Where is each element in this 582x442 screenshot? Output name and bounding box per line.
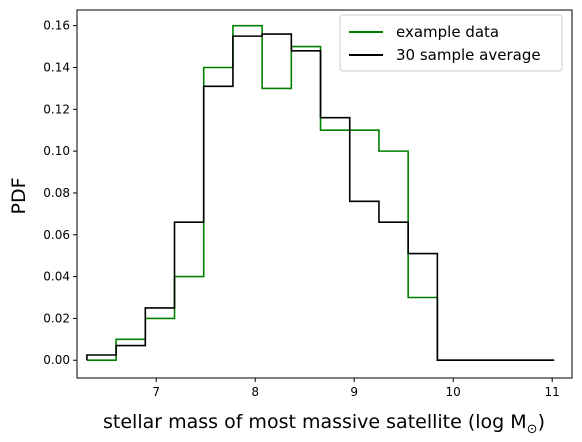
y-tick-label: 0.08 — [43, 186, 70, 200]
y-tick-label: 0.14 — [43, 61, 70, 75]
legend-label-30-sample-average: 30 sample average — [396, 46, 541, 64]
legend-label-example-data: example data — [396, 23, 499, 41]
y-tick-label: 0.00 — [43, 353, 70, 367]
x-tick-label: 8 — [251, 385, 259, 399]
x-tick-label: 10 — [446, 385, 461, 399]
y-axis: 0.00 0.02 0.04 0.06 0.08 0.10 0.12 0.14 0.16 — [43, 19, 77, 367]
y-tick-label: 0.02 — [43, 311, 70, 325]
series-layer — [86, 24, 555, 362]
x-axis-label: stellar mass of most massive satellite (… — [103, 411, 545, 437]
x-tick-label: 7 — [152, 385, 160, 399]
y-axis-label: PDF — [8, 177, 30, 214]
x-axis: 7 8 9 10 11 — [152, 378, 560, 399]
x-axis-label-close: ) — [538, 411, 545, 433]
series-30-sample-average — [86, 33, 555, 362]
x-tick-label: 11 — [545, 385, 560, 399]
y-tick-label: 0.06 — [43, 228, 70, 242]
x-axis-label-main: stellar mass of most massive satellite (… — [103, 411, 527, 433]
plot-frame — [76, 9, 573, 379]
x-tick-label: 9 — [350, 385, 358, 399]
y-tick-label: 0.16 — [43, 19, 70, 33]
y-tick-label: 0.12 — [43, 102, 70, 116]
legend: example data 30 sample average — [339, 14, 563, 72]
legend-box — [339, 14, 563, 72]
x-axis-label-subscript: ⊙ — [527, 422, 538, 437]
y-tick-label: 0.04 — [43, 270, 70, 284]
y-tick-label: 0.10 — [43, 144, 70, 158]
